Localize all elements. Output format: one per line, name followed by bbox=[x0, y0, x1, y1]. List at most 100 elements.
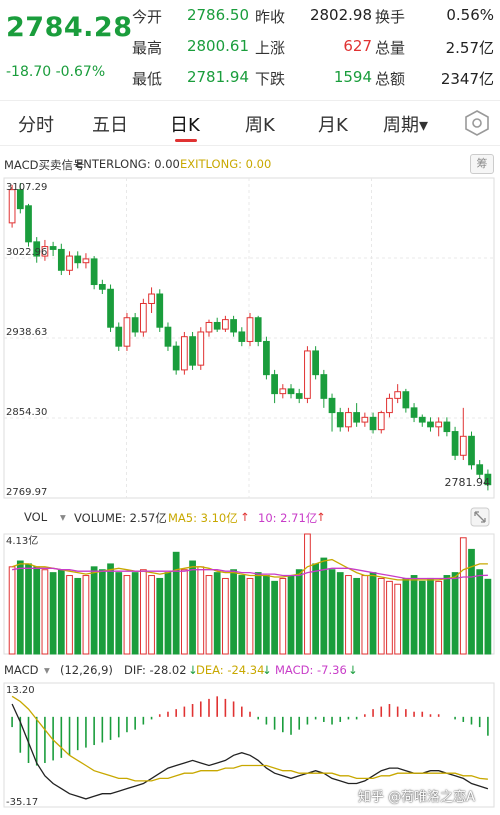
active-tab-underline bbox=[175, 139, 197, 142]
candle-body bbox=[107, 288, 114, 328]
candle-body bbox=[98, 284, 106, 290]
change-value: -18.70 bbox=[6, 64, 52, 80]
stat-value: 627 bbox=[343, 37, 372, 55]
volume-bar bbox=[459, 537, 467, 655]
kline-last-price-label: 2781.94 bbox=[445, 476, 491, 489]
volume-bar bbox=[394, 583, 402, 655]
volume-bar bbox=[16, 560, 24, 655]
tab-3[interactable]: 周K bbox=[245, 115, 275, 136]
volume-bar bbox=[205, 575, 213, 655]
current-price: 2784.28 bbox=[6, 12, 133, 43]
stat-label: 上涨 bbox=[255, 39, 286, 57]
candle-body bbox=[377, 412, 385, 431]
volume-bar bbox=[435, 580, 443, 655]
volume-bar bbox=[427, 577, 434, 655]
volume-bar bbox=[271, 580, 278, 655]
candle-body bbox=[156, 293, 164, 328]
candle-body bbox=[164, 326, 172, 347]
candle-body bbox=[328, 397, 336, 414]
candle-body bbox=[115, 326, 123, 347]
kline-y-label: 2854.30 bbox=[6, 407, 47, 418]
candle-body bbox=[435, 421, 443, 428]
volume-bar bbox=[238, 575, 246, 655]
kline-y-label: 3022.96 bbox=[6, 247, 47, 258]
stat-value: 2347亿 bbox=[440, 70, 494, 88]
stat-value: 2800.61 bbox=[186, 37, 249, 55]
volume-bar bbox=[98, 569, 106, 655]
volume-bar bbox=[222, 577, 229, 655]
candle-body bbox=[271, 374, 278, 395]
volume-indicator-bar: VOL ▾ VOLUME: 2.57亿 MA5: 3.10亿 ↑ 10: 2.7… bbox=[0, 506, 500, 528]
stat-value: 2802.98 bbox=[309, 6, 372, 24]
candle-body bbox=[468, 435, 475, 466]
volume-bar bbox=[353, 577, 361, 655]
volume-ma10-line bbox=[11, 567, 488, 580]
candle-body bbox=[172, 345, 180, 371]
kline-y-label: 2769.97 bbox=[6, 487, 47, 498]
candle-body bbox=[74, 255, 82, 264]
candle-body bbox=[287, 388, 295, 395]
volume-bar bbox=[386, 580, 393, 655]
stat-label: 今开 bbox=[132, 8, 163, 26]
vol-dropdown-icon[interactable]: ▾ bbox=[60, 510, 66, 524]
change-percent: -0.67% bbox=[55, 64, 106, 80]
candle-body bbox=[66, 255, 73, 271]
stat-label: 总量 bbox=[375, 39, 406, 57]
candle-body bbox=[49, 246, 57, 250]
volume-ma5-line bbox=[11, 558, 488, 581]
vol-name[interactable]: VOL bbox=[24, 510, 48, 524]
candle-body bbox=[427, 421, 434, 428]
candle-body bbox=[263, 340, 270, 376]
candle-body bbox=[418, 416, 426, 423]
macd-value: MACD: -7.36 bbox=[275, 663, 347, 677]
volume-bar bbox=[295, 569, 303, 655]
period-tabs: 分时 五日 日K 周K 月K 周期▾ bbox=[0, 100, 500, 146]
volume-bar bbox=[181, 569, 188, 655]
candle-body bbox=[246, 317, 254, 342]
candle-body bbox=[484, 473, 492, 486]
candle-body bbox=[222, 319, 229, 330]
volume-bar bbox=[197, 566, 205, 655]
candle-body bbox=[476, 464, 484, 475]
indicator-name[interactable]: MACD买卖信号 bbox=[4, 158, 85, 172]
kline-chart[interactable]: 3107.29 3022.96 2938.63 2854.30 2769.97 2781.… bbox=[0, 172, 500, 504]
main-indicator-bar: MACD买卖信号 ENTERLONG: 0.00 EXITLONG: 0.00 … bbox=[0, 153, 500, 175]
candle-body bbox=[295, 393, 303, 399]
watermark: 知乎 @荷唯洛之恋A bbox=[358, 790, 476, 805]
candle-body bbox=[345, 412, 352, 428]
chip-button[interactable]: 筹 bbox=[470, 154, 494, 174]
volume-bar bbox=[410, 575, 418, 655]
macd-frame bbox=[3, 682, 495, 808]
macd-name[interactable]: MACD bbox=[4, 663, 39, 677]
tab-4[interactable]: 月K bbox=[318, 115, 348, 136]
volume-chart[interactable]: 4.13亿 bbox=[0, 526, 500, 656]
macd-dropdown-icon[interactable]: ▾ bbox=[44, 663, 50, 677]
tab-0[interactable]: 分时 bbox=[18, 115, 54, 136]
volume-bar bbox=[107, 563, 114, 655]
tab-2[interactable]: 日K bbox=[170, 115, 200, 136]
tab-5[interactable]: 周期▾ bbox=[383, 115, 429, 136]
stat-value: 2786.50 bbox=[186, 6, 249, 24]
volume-bar bbox=[484, 578, 492, 655]
volume-bar bbox=[279, 577, 287, 655]
macd-chart[interactable]: 13.20 -35.17 bbox=[0, 679, 500, 815]
expand-icon[interactable] bbox=[470, 507, 490, 527]
settings-hex-icon[interactable] bbox=[462, 108, 492, 138]
volume-bar bbox=[90, 566, 98, 655]
tab-1[interactable]: 五日 bbox=[92, 115, 128, 136]
kline-y-label: 3107.29 bbox=[6, 182, 47, 193]
volume-bar bbox=[476, 569, 484, 655]
volume-bar bbox=[287, 575, 295, 655]
candle-body bbox=[402, 391, 410, 409]
volume-bar bbox=[156, 577, 164, 655]
volume-bar bbox=[230, 569, 237, 655]
volume-bar bbox=[189, 560, 196, 655]
macd-params: (12,26,9) bbox=[60, 663, 113, 677]
vol-ma5-arrow: ↑ bbox=[240, 510, 250, 524]
candle-body bbox=[16, 189, 24, 210]
volume-bar bbox=[451, 572, 459, 655]
candle-body bbox=[312, 350, 319, 376]
candle-body bbox=[443, 421, 451, 433]
candle-body bbox=[369, 416, 377, 431]
candle-body bbox=[254, 317, 262, 342]
